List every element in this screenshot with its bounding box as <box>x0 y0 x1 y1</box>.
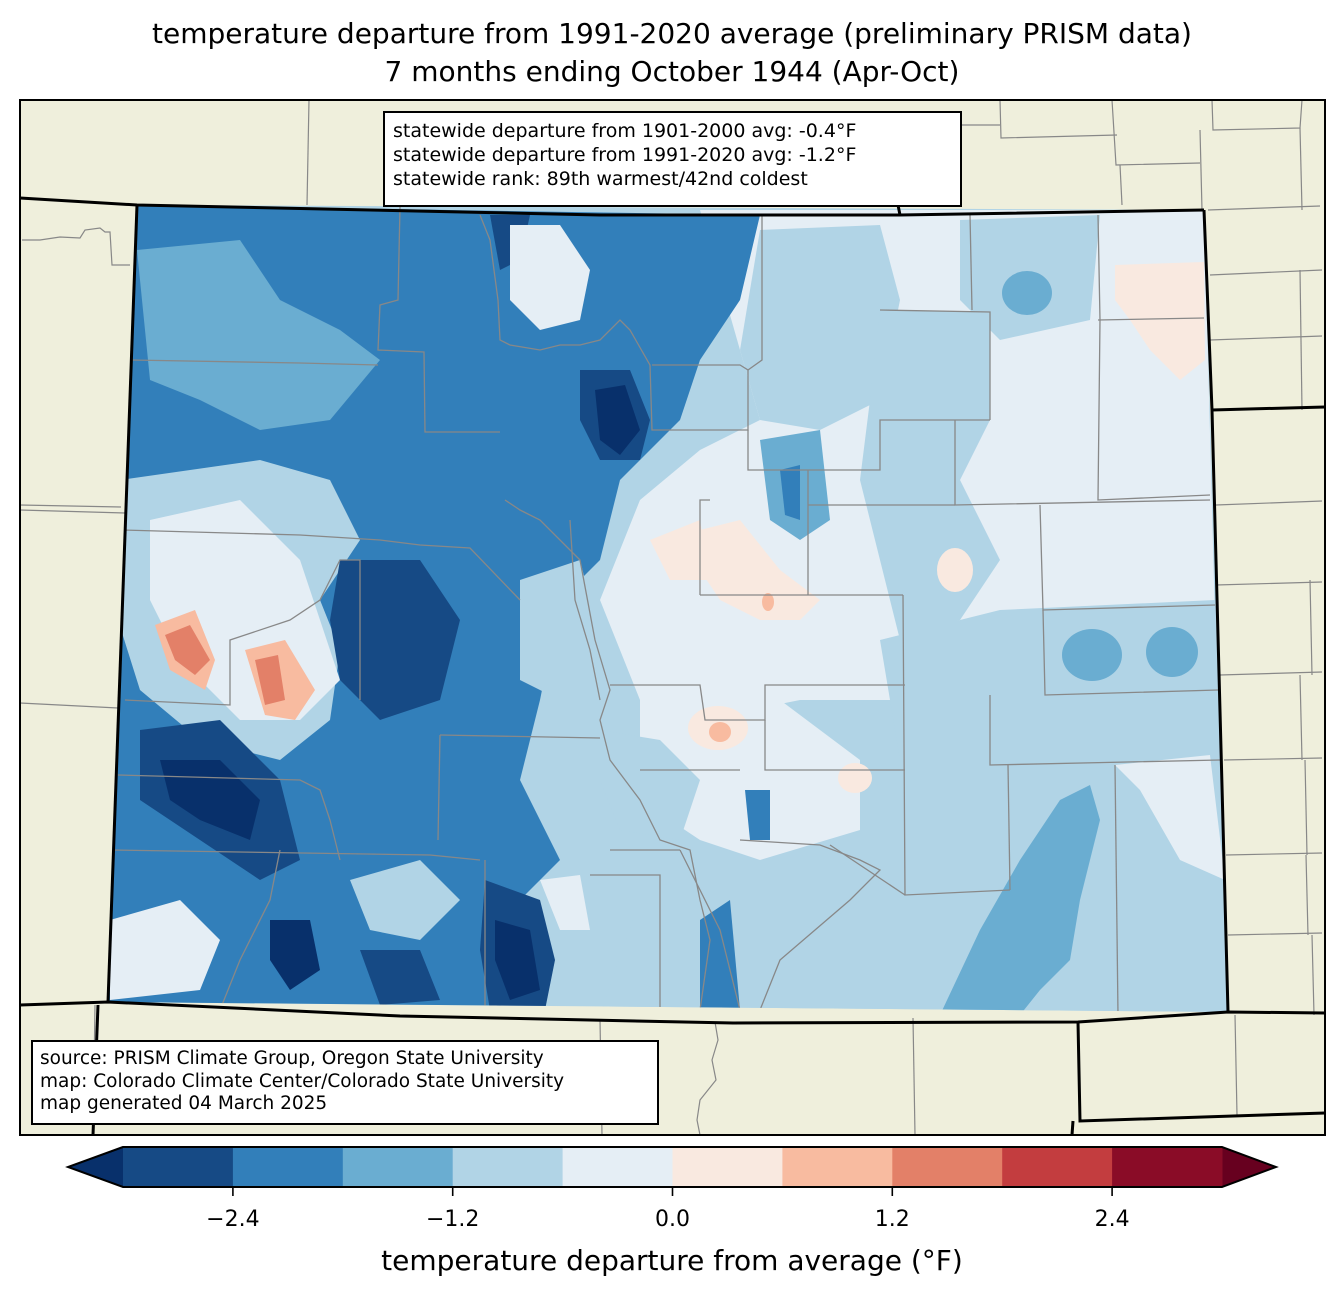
credits-map: map: Colorado Climate Center/Colorado St… <box>40 1070 565 1092</box>
contour-blue-spot-e1 <box>1062 629 1122 681</box>
colorbar-segment <box>452 1147 564 1187</box>
colorbar-segment <box>892 1147 1003 1187</box>
contour-dark-blue-sw3 <box>360 950 440 1005</box>
colorbar-segment <box>1002 1147 1113 1187</box>
colorbar-under-extension <box>68 1147 123 1187</box>
stats-departure-1901-2000: statewide departure from 1901-2000 avg: … <box>393 120 857 142</box>
contour-blue-nw1 <box>137 240 380 430</box>
contour-dark-blue-c <box>330 560 460 720</box>
border-co-nm-ok <box>19 1000 1326 1025</box>
contour-blue-spot-ne <box>1002 271 1052 315</box>
contour-mid-blue-s2 <box>745 790 770 840</box>
contour-warm-c3 <box>650 520 710 580</box>
contour-blue-se <box>940 785 1100 1012</box>
colorbar-tick-label: 0.0 <box>655 1207 690 1232</box>
colorbar-segment <box>562 1147 673 1187</box>
county-lines <box>111 206 1221 1012</box>
colorbar-segment <box>1112 1147 1223 1187</box>
contour-warm-c2-core <box>709 722 731 742</box>
credits-generated: map generated 04 March 2025 <box>40 1093 328 1114</box>
contour-darkest-n <box>595 385 640 455</box>
credits-box: source: PRISM Climate Group, Oregon Stat… <box>31 1040 659 1125</box>
contour-light-blue-ne <box>740 225 900 430</box>
contour-mid-blue-s <box>700 900 740 1010</box>
border-co-wy-ne <box>19 196 1205 217</box>
border-tx-nm <box>1070 1120 1075 1136</box>
colorbar-segment <box>782 1147 893 1187</box>
contour-blue-spot-e2 <box>1146 627 1198 677</box>
colorbar <box>65 1146 1279 1196</box>
contour-light-blue-s3 <box>600 730 700 840</box>
border-ne-ks <box>1211 405 1326 412</box>
contour-darkest-sw <box>160 760 260 840</box>
colorbar-segment <box>123 1147 234 1187</box>
colorbar-outline <box>65 1146 1279 1188</box>
colorbar-tick-label: −1.2 <box>425 1207 480 1232</box>
contour-darkest-s <box>495 920 540 1000</box>
colorbar-tick-label: −2.4 <box>206 1207 260 1232</box>
contour-light-blue-s2 <box>350 860 460 940</box>
contour-warm-se <box>838 763 872 793</box>
stats-rank: statewide rank: 89th warmest/42nd coldes… <box>393 168 808 190</box>
statewide-stats-box: statewide departure from 1901-2000 avg: … <box>383 111 962 207</box>
border-ok-tx <box>1076 1021 1326 1123</box>
contour-darkest-sw2 <box>270 920 320 990</box>
map-title-line1: temperature departure from 1991-2020 ave… <box>152 17 1192 50</box>
colorbar-tick-label: 1.2 <box>874 1207 910 1232</box>
contour-near-zero-se <box>1115 755 1225 880</box>
colorbar-label: temperature departure from average (°F) <box>381 1244 963 1277</box>
colorbar-tick-label: 2.4 <box>1094 1207 1130 1232</box>
contour-warm-w1-core <box>165 625 210 675</box>
contour-warm-c1-core <box>762 593 774 611</box>
contour-mid-blue-c <box>780 465 800 520</box>
contour-near-zero-sw <box>110 900 220 1000</box>
contour-warm-e <box>937 548 973 592</box>
colorbar-segment <box>232 1147 344 1187</box>
colorbar-segment <box>672 1147 783 1187</box>
credits-source: source: PRISM Climate Group, Oregon Stat… <box>40 1048 544 1069</box>
map-frame <box>19 99 1326 1136</box>
colorbar-over-extension <box>1222 1147 1276 1187</box>
temperature-contours <box>108 205 1228 1012</box>
contour-near-zero-n <box>510 225 590 330</box>
contour-warm-ne <box>1115 262 1205 380</box>
contour-light-blue-c2 <box>520 560 600 700</box>
contour-near-zero-s <box>540 875 590 930</box>
colorbar-segment <box>342 1147 454 1187</box>
border-co-ut <box>106 204 139 1003</box>
map-title-line2: 7 months ending October 1944 (Apr-Oct) <box>384 55 960 88</box>
stats-departure-1991-2020: statewide departure from 1991-2020 avg: … <box>393 144 857 166</box>
contour-warm-w2-core <box>255 655 285 705</box>
